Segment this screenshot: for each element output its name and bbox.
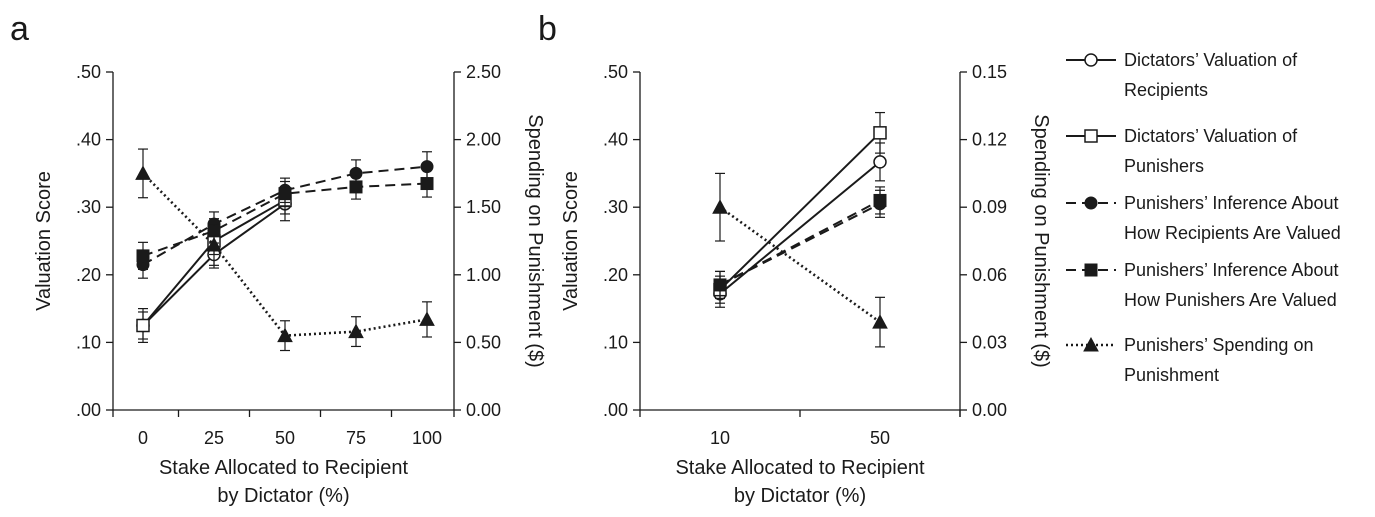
legend-label: Dictators’ Valuation of — [1124, 126, 1298, 146]
data-point — [278, 187, 292, 201]
data-point — [277, 327, 293, 343]
legend-label: How Recipients Are Valued — [1124, 223, 1341, 243]
series-line — [719, 132, 881, 291]
legend-swatch-marker — [1083, 336, 1099, 352]
right-tick-label: 2.00 — [466, 130, 501, 150]
series-0 — [713, 142, 887, 308]
right-tick-label: 0.09 — [972, 197, 1007, 217]
chart-panel-b: b .00 .10 .20 .30 .40 .50 0.00 0.03 0.06 0.09 0.12 0… — [538, 10, 1052, 507]
right-tick-label: 1.00 — [466, 265, 501, 285]
right-tick-label: 0.15 — [972, 62, 1007, 82]
left-tick-label: .10 — [76, 332, 101, 352]
left-tick-label: .50 — [76, 62, 101, 82]
data-point — [873, 193, 887, 207]
left-axis-title: Valuation Score — [560, 171, 582, 311]
data-point — [206, 237, 222, 252]
left-tick-label: .40 — [603, 130, 628, 150]
legend-item-2: Punishers’ Inference About How Recipients… — [1066, 193, 1341, 243]
legend-swatch-marker — [1084, 196, 1098, 210]
left-tick-label: .30 — [603, 197, 628, 217]
legend-label: Punishers — [1124, 156, 1204, 176]
series-4 — [712, 172, 888, 348]
right-tick-label: 1.50 — [466, 197, 501, 217]
left-tick-label: .40 — [76, 130, 101, 150]
legend-item-1: Dictators’ Valuation of Punishers — [1066, 126, 1298, 176]
data-point — [873, 155, 887, 169]
series-line — [142, 182, 428, 257]
left-tick-label: .50 — [603, 62, 628, 82]
data-point — [873, 126, 887, 140]
series-2 — [713, 189, 887, 300]
data-point — [713, 278, 727, 292]
data-point — [349, 180, 363, 194]
data-point — [419, 311, 435, 326]
legend-swatch-marker — [1084, 263, 1098, 277]
data-point — [712, 199, 728, 214]
left-tick-label: .00 — [76, 400, 101, 420]
left-tick-label: .10 — [603, 332, 628, 352]
series-line — [719, 202, 881, 286]
x-tick-label: 25 — [204, 428, 224, 448]
legend-swatch-marker — [1084, 53, 1098, 67]
series-line — [719, 199, 881, 286]
x-tick-label: 50 — [870, 428, 890, 448]
series-3 — [713, 186, 887, 300]
legend-label: Punishers’ Spending on — [1124, 335, 1313, 355]
x-tick-label: 50 — [275, 428, 295, 448]
data-point — [420, 177, 434, 191]
legend-label: Punishment — [1124, 365, 1219, 385]
right-tick-label: 2.50 — [466, 62, 501, 82]
legend-label: Punishers’ Inference About — [1124, 193, 1338, 213]
right-tick-label: 0.00 — [466, 400, 501, 420]
legend-item-0: Dictators’ Valuation of Recipients — [1066, 50, 1298, 100]
left-tick-label: .20 — [76, 265, 101, 285]
left-tick-label: .20 — [603, 265, 628, 285]
right-tick-label: 0.50 — [466, 332, 501, 352]
x-axis-title-line2: by Dictator (%) — [734, 485, 866, 507]
legend-item-3: Punishers’ Inference About How Punishers … — [1066, 260, 1338, 310]
legend-label: Punishers’ Inference About — [1124, 260, 1338, 280]
panel-letter-a: a — [10, 10, 29, 48]
right-tick-label: 0.12 — [972, 130, 1007, 150]
series-4 — [135, 148, 435, 352]
left-tick-label: .30 — [76, 197, 101, 217]
left-tick-label: .00 — [603, 400, 628, 420]
right-axis-title: Spending on Punishment ($) — [1030, 114, 1052, 368]
data-point — [135, 165, 151, 180]
data-point — [136, 249, 150, 263]
x-tick-label: 100 — [412, 428, 442, 448]
data-point — [348, 323, 364, 339]
right-tick-label: 0.06 — [972, 265, 1007, 285]
right-axis-title: Spending on Punishment ($) — [524, 114, 546, 368]
legend-label: Dictators’ Valuation of — [1124, 50, 1298, 70]
left-axis-title: Valuation Score — [33, 171, 55, 311]
legend-label: How Punishers Are Valued — [1124, 290, 1337, 310]
x-tick-label: 75 — [346, 428, 366, 448]
legend-label: Recipients — [1124, 80, 1208, 100]
x-axis-title-line2: by Dictator (%) — [217, 485, 349, 507]
data-point — [136, 318, 150, 333]
x-tick-label: 0 — [138, 428, 148, 448]
legend-swatch-marker — [1084, 129, 1098, 143]
legend-item-4: Punishers’ Spending on Punishment — [1066, 335, 1313, 385]
series-line — [719, 161, 881, 295]
series-line — [719, 206, 881, 324]
x-axis-title-line1: Stake Allocated to Recipient — [675, 457, 924, 479]
legend: Dictators’ Valuation ofRecipientsDictato… — [1066, 50, 1341, 385]
x-axis-title-line1: Stake Allocated to Recipient — [159, 457, 408, 479]
data-point — [872, 314, 888, 329]
x-tick-label: 10 — [710, 428, 730, 448]
chart-panel-a: a .00 .10 .20 .30 .40 .50 0.00 0.50 1.00 1.50 2.00 2… — [10, 10, 546, 507]
panel-letter-b: b — [538, 10, 557, 48]
right-tick-label: 0.03 — [972, 332, 1007, 352]
right-tick-label: 0.00 — [972, 400, 1007, 420]
